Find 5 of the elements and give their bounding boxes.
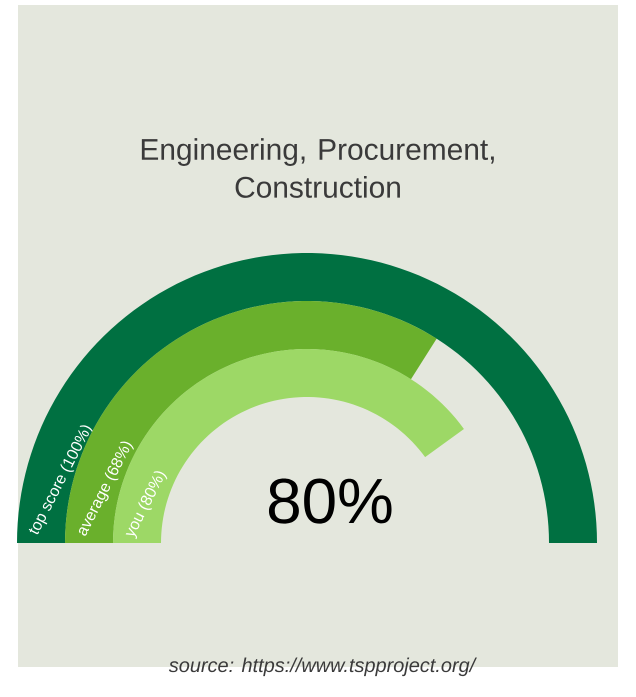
text: Engineering, Procurement, Construction: [142, 138, 494, 198]
text: 80%: [268, 478, 392, 524]
category-label: top score: [28, 475, 66, 534]
source-note: source: https://www.tspproject.org/: [168, 658, 477, 676]
category-label: you: [126, 512, 144, 540]
